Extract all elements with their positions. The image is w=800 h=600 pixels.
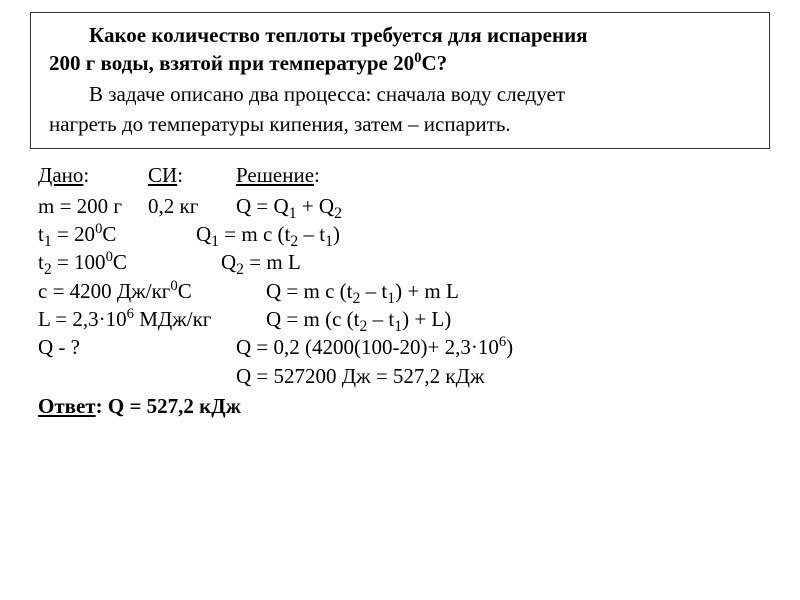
- desc-text-1: В задаче описано два процесса: сначала в…: [89, 82, 565, 106]
- given-c: c = 4200 Дж/кг0С: [38, 277, 236, 305]
- row-t1: t1 = 200С Q1 = m c (t2 – t1): [38, 220, 770, 248]
- header-given: Дано:: [38, 161, 148, 189]
- si-m: 0,2 кг: [148, 192, 236, 220]
- answer-value: : Q = 527,2 кДж: [96, 394, 241, 418]
- title-text-1: Какое количество теплоты требуется для и…: [89, 23, 588, 47]
- header-solution: Решение:: [236, 161, 320, 189]
- eq-q-expanded: Q = m c (t2 – t1) + m L: [236, 277, 770, 305]
- header-si: СИ:: [148, 161, 236, 189]
- eq-q-numeric: Q = 0,2 (4200(100-20)+ 2,3·106): [236, 333, 770, 361]
- title-text-2: 200 г воды, взятой при температуре 20: [49, 51, 414, 75]
- row-m: m = 200 г 0,2 кг Q = Q1 + Q2: [38, 192, 770, 220]
- problem-statement-box: Какое количество теплоты требуется для и…: [30, 12, 770, 149]
- row-result: Q = 527200 Дж = 527,2 кДж: [38, 362, 770, 390]
- answer-label: Ответ: [38, 394, 96, 418]
- title-suffix: С?: [421, 51, 447, 75]
- problem-description-2: нагреть до температуры кипения, затем – …: [49, 110, 751, 138]
- reshenie-label: Решение: [236, 163, 314, 187]
- given-m: m = 200 г: [38, 192, 148, 220]
- answer-row: Ответ: Q = 527,2 кДж: [38, 392, 770, 420]
- eq-q-factored: Q = m (c (t2 – t1) + L): [236, 305, 770, 333]
- row-c: c = 4200 Дж/кг0С Q = m c (t2 – t1) + m L: [38, 277, 770, 305]
- problem-description: В задаче описано два процесса: сначала в…: [49, 80, 751, 108]
- given-L: L = 2,3·106 МДж/кг: [38, 305, 236, 333]
- eq-q-total: Q = Q1 + Q2: [236, 192, 770, 220]
- given-Q: Q - ?: [38, 333, 236, 361]
- problem-title: Какое количество теплоты требуется для и…: [49, 21, 751, 49]
- row-t2: t2 = 1000С Q2 = m L: [38, 248, 770, 276]
- row-L: L = 2,3·106 МДж/кг Q = m (c (t2 – t1) + …: [38, 305, 770, 333]
- problem-title-line2: 200 г воды, взятой при температуре 200С?: [49, 49, 751, 77]
- eq-q-result: Q = 527200 Дж = 527,2 кДж: [236, 362, 770, 390]
- eq-q1: Q1 = m c (t2 – t1): [196, 220, 770, 248]
- section-headers-row: Дано: СИ: Решение:: [38, 161, 770, 189]
- dano-label: Дано: [38, 163, 83, 187]
- given-t2: t2 = 1000С: [38, 248, 148, 276]
- given-t1: t1 = 200С: [38, 220, 148, 248]
- row-Q: Q - ? Q = 0,2 (4200(100-20)+ 2,3·106): [38, 333, 770, 361]
- eq-q2: Q2 = m L: [221, 248, 770, 276]
- si-label: СИ: [148, 163, 177, 187]
- solution-section: Дано: СИ: Решение: m = 200 г 0,2 кг Q = …: [30, 161, 770, 420]
- desc-text-2: нагреть до температуры кипения, затем – …: [49, 112, 511, 136]
